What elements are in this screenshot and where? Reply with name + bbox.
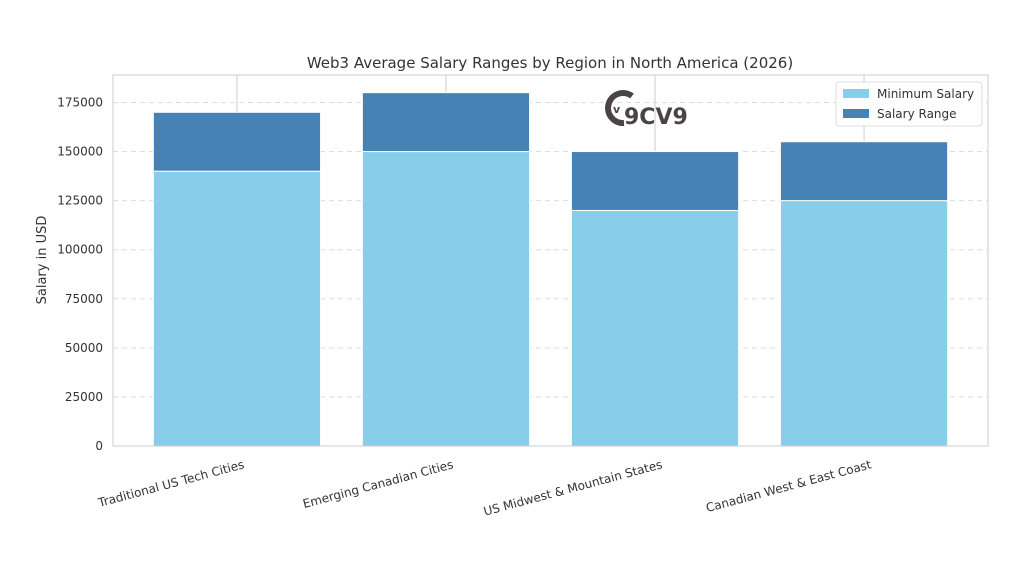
y-tick-label: 175000 xyxy=(57,95,103,109)
x-tick-label: Emerging Canadian Cities xyxy=(301,457,455,511)
y-tick-label: 25000 xyxy=(65,390,103,404)
legend-swatch xyxy=(843,109,869,118)
bar-salary-range xyxy=(779,141,949,202)
x-tick-label: US Midwest & Mountain States xyxy=(482,457,664,518)
y-tick-label: 50000 xyxy=(65,341,103,355)
bar-minimum-salary xyxy=(152,170,322,447)
logo-mark: v xyxy=(613,103,621,116)
y-tick-label: 0 xyxy=(95,439,103,453)
legend-label: Minimum Salary xyxy=(877,87,974,101)
y-tick-label: 150000 xyxy=(57,145,103,159)
legend-box xyxy=(835,81,983,127)
logo: v 9CV9 xyxy=(605,90,688,130)
logo-arc xyxy=(605,90,634,127)
bar-salary-range xyxy=(570,151,740,211)
x-ticks: Traditional US Tech Cities Emerging Canad… xyxy=(96,457,873,518)
bar-salary-range xyxy=(152,111,322,172)
y-tick-label: 100000 xyxy=(57,243,103,257)
x-tick-label: Canadian West & East Coast xyxy=(704,457,873,515)
logo-text: 9CV9 xyxy=(624,105,688,130)
bar-minimum-salary xyxy=(361,151,531,447)
y-tick-label: 125000 xyxy=(57,194,103,208)
legend-swatch xyxy=(843,89,869,98)
legend-label: Salary Range xyxy=(877,107,957,121)
plot-frame xyxy=(112,74,989,447)
x-tick-label: Traditional US Tech Cities xyxy=(96,457,246,510)
bar-minimum-salary xyxy=(570,209,740,447)
bars xyxy=(152,92,949,447)
legend: Minimum Salary Salary Range xyxy=(835,81,983,127)
chart-title: Web3 Average Salary Ranges by Region in … xyxy=(307,54,793,72)
y-axis-label: Salary in USD xyxy=(35,216,50,305)
y-ticks: 0 25000 50000 75000 100000 125000 150000 175000 xyxy=(57,95,103,453)
bar-minimum-salary xyxy=(779,200,949,447)
bar-salary-range xyxy=(361,92,531,153)
y-tick-label: 75000 xyxy=(65,292,103,306)
